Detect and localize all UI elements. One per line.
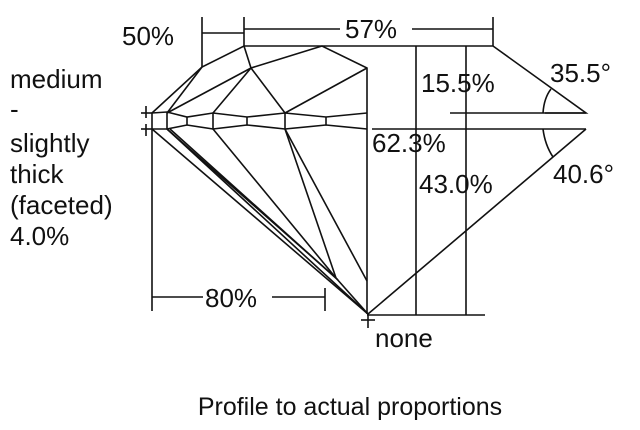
svg-text:thick: thick <box>10 159 64 189</box>
caption: Profile to actual proportions <box>198 393 502 421</box>
girdle <box>151 111 368 130</box>
crown-outline <box>151 45 368 114</box>
svg-text:4.0%: 4.0% <box>10 221 69 251</box>
crown-facets <box>166 45 368 114</box>
label-pavilion-depth: 43.0% <box>419 169 493 199</box>
pavilion-angle-arc <box>542 128 554 158</box>
label-table: 57% <box>345 14 397 44</box>
label-crown-angle: 35.5° <box>550 58 611 88</box>
dimension-lines <box>141 17 554 328</box>
svg-text:-: - <box>10 94 19 124</box>
pavilion-facets <box>151 128 369 315</box>
svg-text:(faceted): (faceted) <box>10 190 113 220</box>
diamond-outline <box>151 45 589 315</box>
crown-angle-arc <box>542 88 552 114</box>
label-crown-height: 15.5% <box>421 68 495 98</box>
right-pavilion-profile <box>367 128 587 315</box>
svg-text:slightly: slightly <box>10 128 89 158</box>
label-culet: none <box>375 323 433 353</box>
label-pavilion-angle: 40.6° <box>553 159 614 189</box>
label-total-depth: 62.3% <box>372 128 446 158</box>
label-girdle: medium - slightly thick (faceted) 4.0% <box>10 64 113 251</box>
svg-text:medium: medium <box>10 64 102 94</box>
label-star-width: 50% <box>122 21 174 51</box>
label-lower-half: 80% <box>205 283 257 313</box>
